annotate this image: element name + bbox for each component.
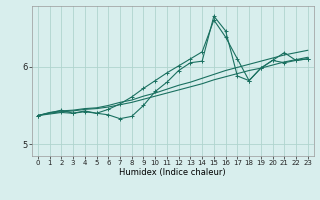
X-axis label: Humidex (Indice chaleur): Humidex (Indice chaleur) xyxy=(119,168,226,177)
